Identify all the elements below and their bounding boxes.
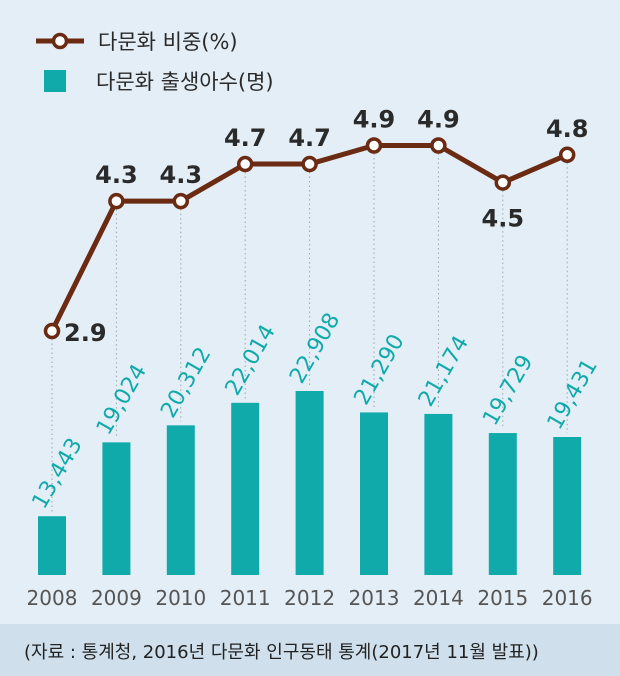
x-tick-label: 2008 (27, 586, 78, 610)
line-point (494, 174, 512, 191)
bar (360, 412, 388, 575)
bar-series (38, 391, 582, 575)
x-tick-label: 2014 (413, 586, 464, 610)
line-value-label: 2.9 (64, 319, 107, 347)
line-value-label: 4.9 (417, 106, 460, 134)
line-point (365, 137, 383, 154)
bar-value-label: 19,024 (92, 360, 152, 439)
line-point (172, 192, 190, 210)
source-text: (자료 : 통계청, 2016년 다문화 인구동태 통계(2017년 11월 발… (24, 642, 539, 663)
line-value-label: 4.7 (224, 124, 267, 152)
bar (424, 413, 453, 575)
bar-value-label: 19,431 (543, 355, 603, 434)
guide-lines (51, 153, 568, 513)
bar (295, 391, 324, 575)
bar (102, 442, 131, 575)
bar-value-label: 13,443 (28, 434, 88, 513)
x-tick-label: 2012 (284, 586, 335, 610)
line-value-label: 4.5 (482, 205, 525, 233)
line-value-labels: 2.9 4.3 4.3 4.7 4.7 4.9 4.9 4.5 4.8 (64, 106, 588, 348)
bar-value-label: 20,312 (156, 343, 216, 422)
line-value-label: 4.8 (546, 115, 589, 143)
bar-value-label: 21,174 (414, 332, 474, 411)
line-point (301, 155, 318, 173)
x-tick-label: 2015 (477, 586, 528, 610)
line-point (108, 192, 125, 210)
x-tick-label: 2010 (155, 586, 206, 610)
bar (38, 516, 66, 575)
line-point (430, 137, 447, 154)
line-value-label: 4.9 (353, 106, 396, 134)
line-series (43, 137, 576, 340)
line-value-label: 4.3 (95, 161, 138, 189)
bar (231, 402, 260, 575)
bar-value-label: 22,908 (285, 309, 345, 388)
line-point (236, 155, 254, 173)
x-tick-label: 2009 (91, 586, 142, 610)
line-value-label: 4.7 (288, 124, 331, 152)
x-tick-label: 2013 (349, 586, 400, 610)
legend-label-births: 다문화 출생아수(명) (96, 70, 274, 94)
bar-value-label: 21,290 (350, 330, 410, 409)
legend-item-share: 다문화 비중(%) (36, 26, 238, 56)
bar (553, 437, 582, 575)
bar-value-label: 19,729 (478, 351, 538, 430)
bar-legend-icon (44, 70, 66, 92)
line-point (558, 146, 576, 164)
x-tick-label: 2016 (542, 586, 593, 610)
bar (488, 433, 517, 575)
line-point (43, 322, 61, 340)
bar-value-label: 22,014 (221, 321, 281, 400)
source-footnote: (자료 : 통계청, 2016년 다문화 인구동태 통계(2017년 11월 발… (0, 624, 620, 676)
legend-item-births: 다문화 출생아수(명) (36, 66, 274, 96)
x-axis-tick-labels: 2008 2009 2010 2011 2012 2013 2014 2015 2016 (27, 586, 593, 610)
line-value-label: 4.3 (160, 161, 203, 189)
bar (166, 425, 195, 575)
line-legend-icon (36, 32, 84, 50)
legend-label-share: 다문화 비중(%) (98, 30, 238, 54)
x-tick-label: 2011 (220, 586, 271, 610)
